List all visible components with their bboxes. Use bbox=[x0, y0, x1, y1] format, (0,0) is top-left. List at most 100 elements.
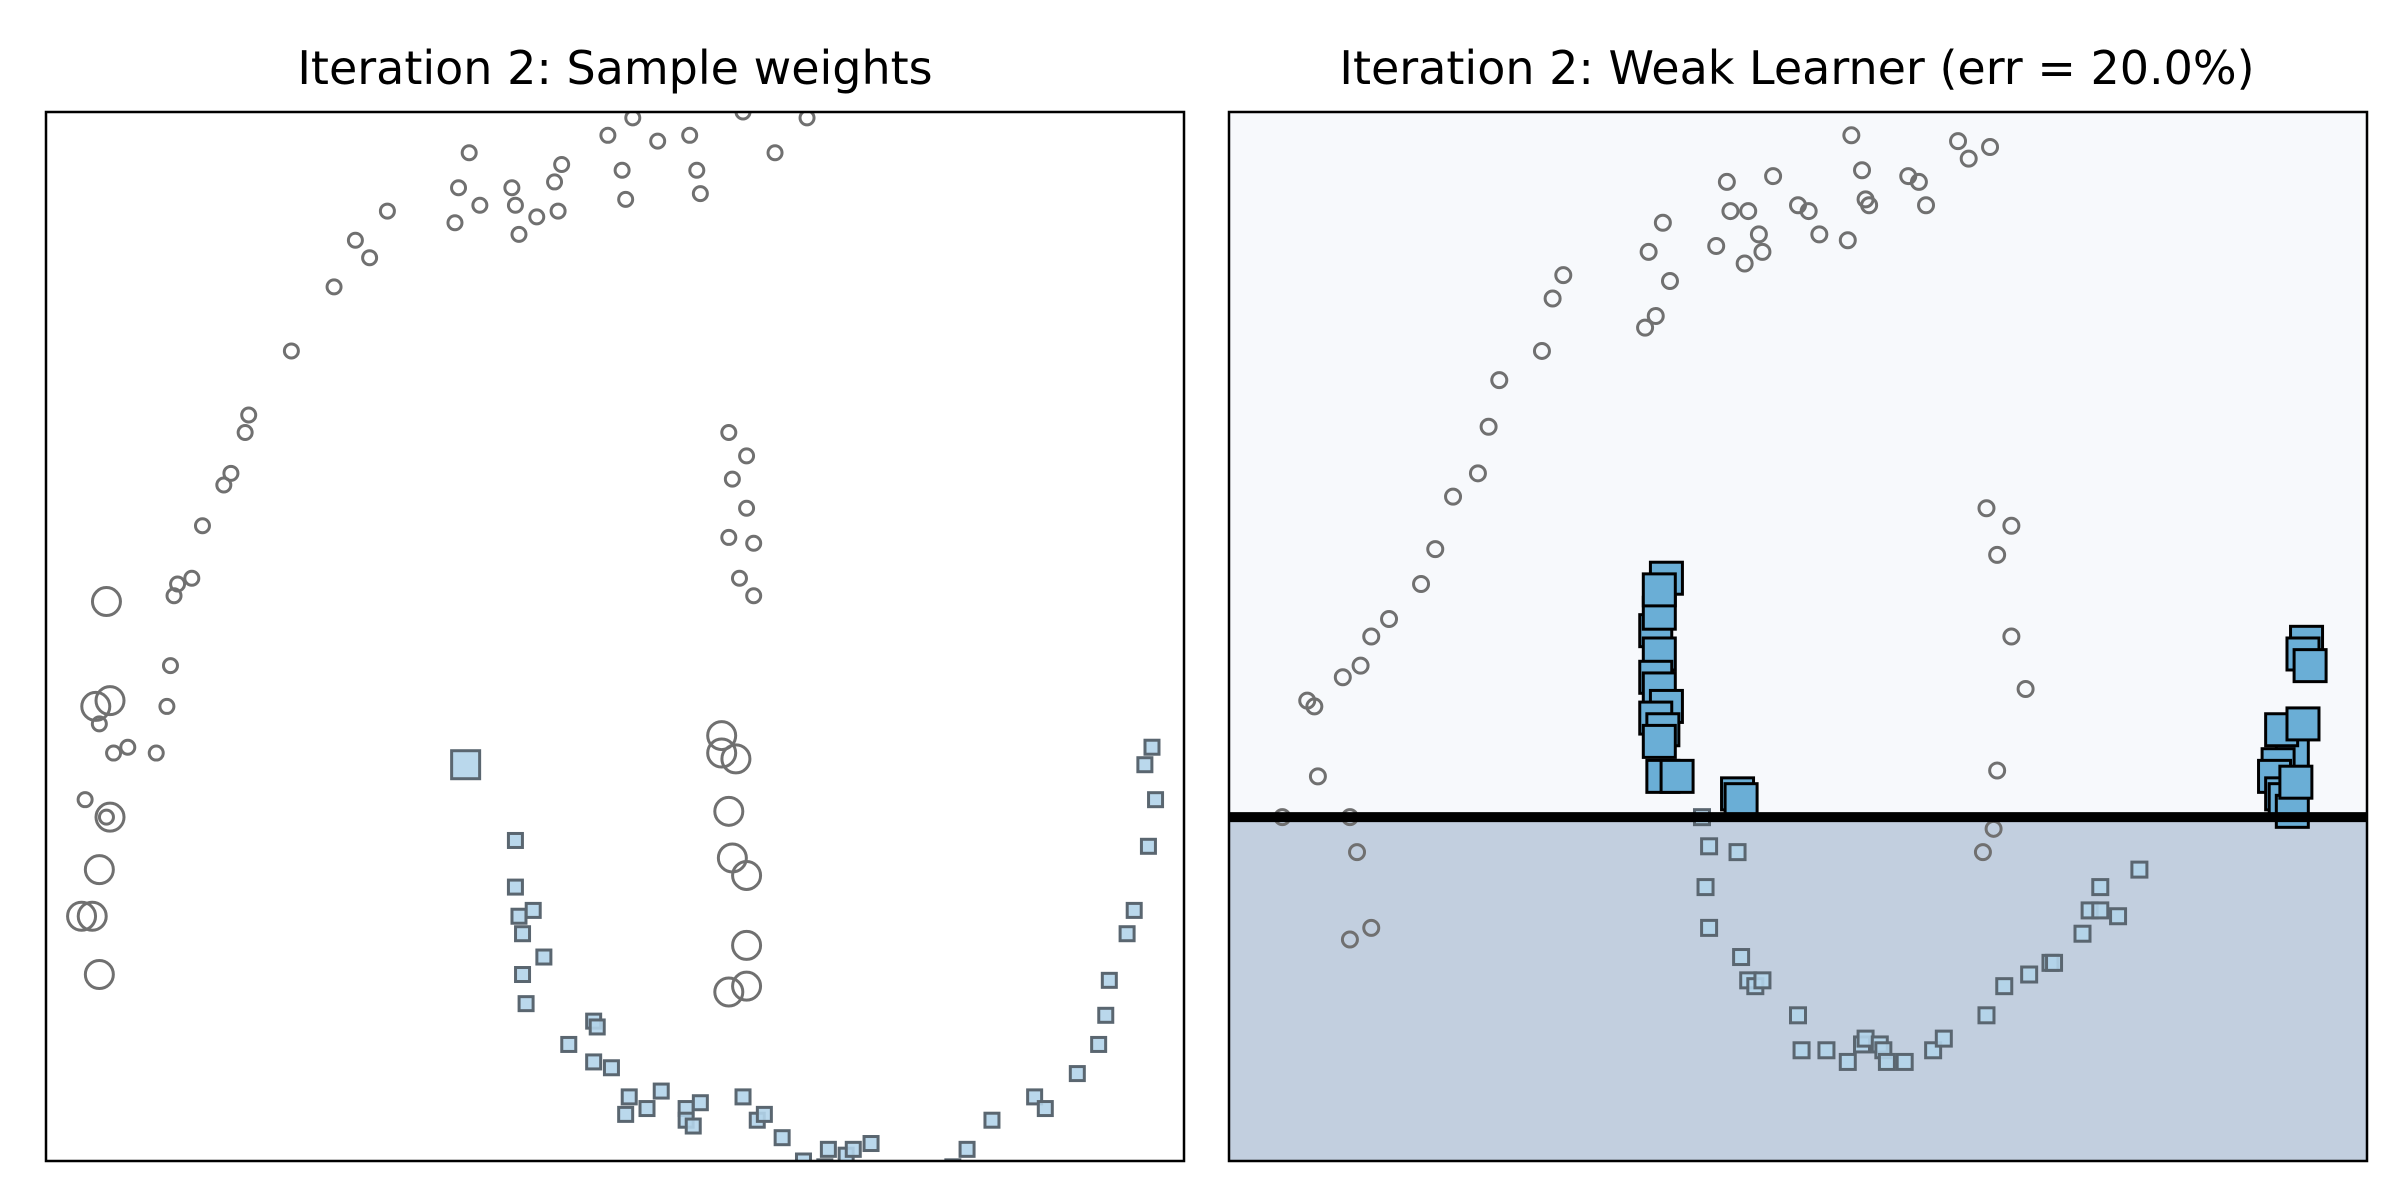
circle-point bbox=[471, 196, 489, 214]
circle-point bbox=[738, 447, 756, 465]
circle-point bbox=[1479, 417, 1498, 436]
circle-point bbox=[158, 697, 176, 715]
circle-point bbox=[713, 795, 745, 827]
square-point bbox=[2091, 878, 2110, 897]
square-point bbox=[773, 1129, 791, 1147]
square-point bbox=[862, 1135, 880, 1153]
circle-point bbox=[1308, 767, 1327, 786]
square-point bbox=[1732, 948, 1751, 967]
square-point bbox=[602, 1059, 620, 1077]
square-point bbox=[684, 1117, 702, 1135]
square-point bbox=[882, 1166, 896, 1180]
circle-point bbox=[706, 720, 738, 752]
square-point bbox=[506, 831, 524, 849]
circle-point bbox=[738, 499, 756, 517]
square-point bbox=[2109, 907, 2128, 926]
circle-point bbox=[1348, 843, 1367, 862]
square-point bbox=[1838, 1052, 1857, 1071]
circle-point bbox=[240, 406, 258, 424]
circle-point bbox=[1646, 306, 1665, 325]
square-point bbox=[620, 1088, 638, 1106]
circle-point bbox=[1838, 231, 1857, 250]
square-point bbox=[1700, 918, 1719, 937]
misclassified-square-point bbox=[2292, 648, 2328, 684]
square-point bbox=[2020, 965, 2039, 984]
circle-point bbox=[346, 231, 364, 249]
square-point bbox=[1090, 1035, 1108, 1053]
square-point bbox=[794, 1152, 812, 1161]
square-point bbox=[1125, 901, 1143, 919]
circle-point bbox=[617, 190, 635, 208]
circle-point bbox=[1490, 371, 1509, 390]
circle-point bbox=[549, 202, 567, 220]
circle-point bbox=[1340, 930, 1359, 949]
circle-point bbox=[730, 569, 748, 587]
misclassified-square-point bbox=[1641, 572, 1677, 608]
circle-point bbox=[720, 743, 752, 775]
square-point bbox=[896, 1171, 910, 1185]
circle-point bbox=[80, 690, 112, 722]
circle-point bbox=[510, 225, 528, 243]
circle-point bbox=[1468, 464, 1487, 483]
misclassified-square-point bbox=[1641, 723, 1677, 759]
circle-point bbox=[613, 161, 631, 179]
circle-point bbox=[236, 424, 254, 442]
circle-point bbox=[193, 517, 211, 535]
circle-point bbox=[1380, 610, 1399, 629]
circle-point bbox=[1973, 843, 1992, 862]
circle-point bbox=[546, 173, 564, 191]
circle-point bbox=[161, 657, 179, 675]
circle-point bbox=[649, 132, 667, 150]
circle-point bbox=[90, 586, 122, 618]
square-point bbox=[517, 995, 535, 1013]
circle-point bbox=[1636, 318, 1655, 337]
circle-point bbox=[1426, 540, 1445, 559]
misclassified-square-point bbox=[2274, 793, 2310, 829]
misclassified-square-point bbox=[2278, 764, 2314, 800]
circle-point bbox=[1639, 242, 1658, 261]
circle-point bbox=[282, 342, 300, 360]
circle-point bbox=[706, 737, 738, 769]
circle-point bbox=[1860, 196, 1879, 215]
square-point bbox=[450, 749, 482, 781]
circle-point bbox=[97, 808, 115, 826]
circle-point bbox=[361, 249, 379, 267]
circle-point bbox=[766, 144, 784, 162]
misclassified-square-point bbox=[2285, 706, 2321, 742]
circle-point bbox=[105, 744, 123, 762]
left-panel-title: Iteration 2: Sample weights bbox=[297, 41, 932, 95]
square-point bbox=[1143, 738, 1161, 756]
circle-point bbox=[713, 976, 745, 1008]
axes-frame bbox=[44, 110, 1186, 1163]
circle-point bbox=[83, 854, 115, 886]
circle-point bbox=[460, 144, 478, 162]
circle-point bbox=[1554, 266, 1573, 285]
square-point bbox=[1036, 1100, 1054, 1118]
circle-point bbox=[446, 214, 464, 232]
circle-point bbox=[506, 196, 524, 214]
misclassified-square-point bbox=[1723, 782, 1759, 818]
circle-point bbox=[1444, 487, 1463, 506]
square-point bbox=[514, 966, 532, 984]
circle-point bbox=[83, 959, 115, 991]
circle-point bbox=[528, 208, 546, 226]
circle-point bbox=[691, 185, 709, 203]
circle-point bbox=[681, 126, 699, 144]
misclassified-square-point bbox=[1659, 758, 1695, 794]
circle-point bbox=[165, 587, 183, 605]
left-panel: Iteration 2: Sample weights bbox=[44, 41, 1186, 1185]
square-point bbox=[1139, 837, 1157, 855]
circle-point bbox=[1707, 237, 1726, 256]
circle-point bbox=[1653, 213, 1672, 232]
circle-point bbox=[2016, 679, 2035, 698]
circle-point bbox=[1739, 202, 1758, 221]
square-point bbox=[506, 878, 524, 896]
circle-point bbox=[1298, 691, 1317, 710]
square-point bbox=[1728, 843, 1747, 862]
circle-point bbox=[624, 112, 642, 127]
square-point bbox=[2073, 924, 2092, 943]
circle-point bbox=[1909, 172, 1928, 191]
circle-point bbox=[378, 202, 396, 220]
decision-region-upper bbox=[1229, 112, 2367, 818]
circle-point bbox=[1853, 161, 1872, 180]
